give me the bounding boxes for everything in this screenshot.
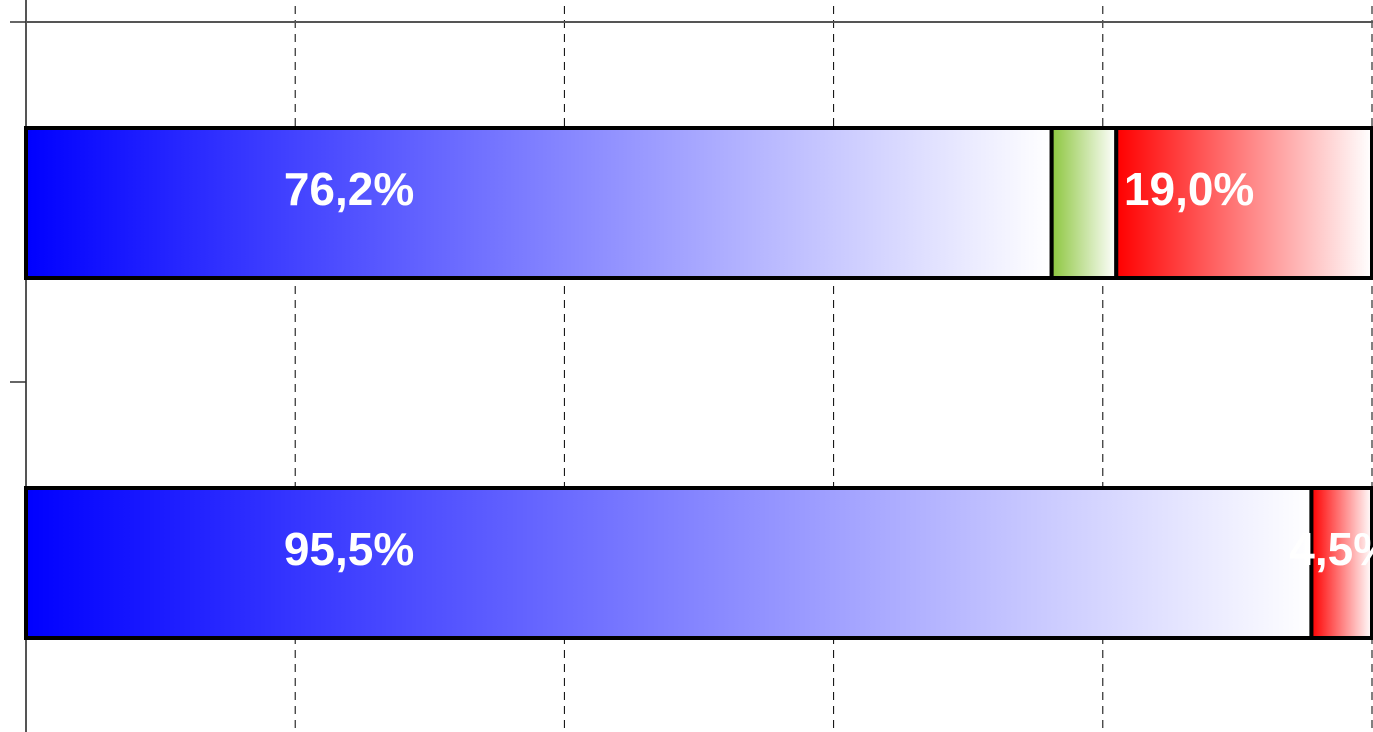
data-label: 95,5% [284,523,414,575]
data-label: 76,2% [284,163,414,215]
bar-segment [24,486,1314,640]
data-label: 4,5% [1289,523,1373,575]
bar-segment [24,126,1054,280]
bar-segment [1114,126,1373,280]
bar-segment [1309,486,1373,640]
bar-segment [1049,126,1119,280]
data-label: 19,0% [1124,163,1254,215]
